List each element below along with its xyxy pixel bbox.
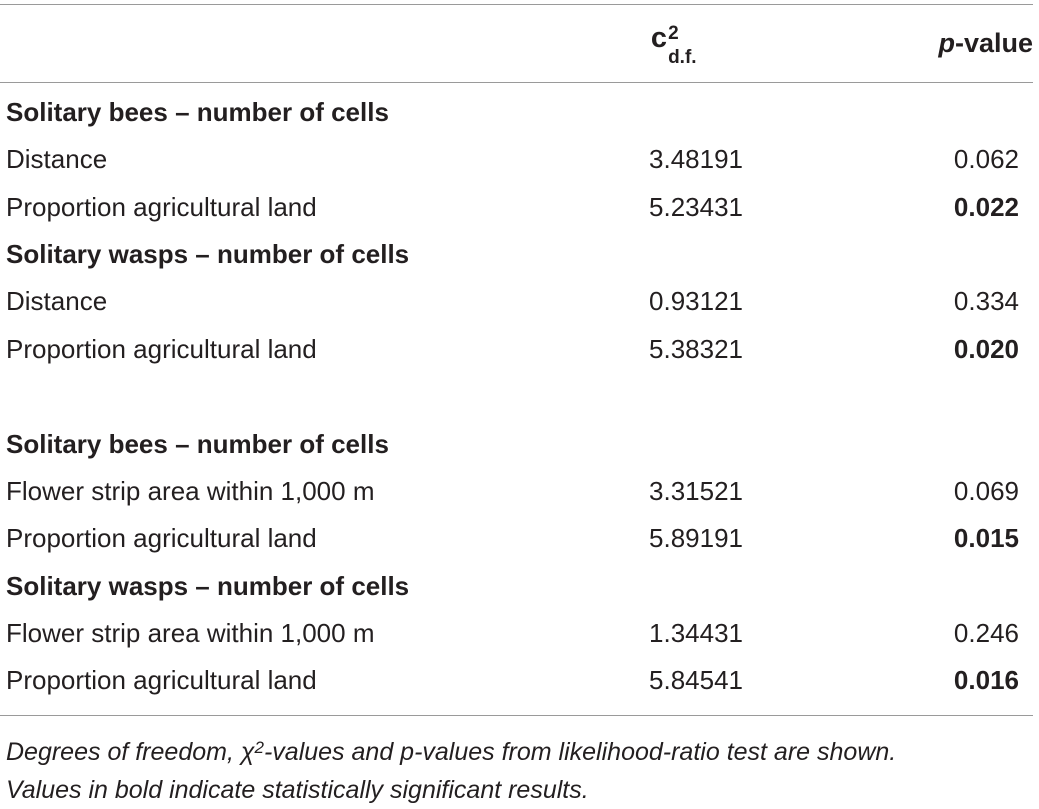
row-label: Flower strip area within 1,000 m xyxy=(6,618,375,648)
footnote-superscript: 2 xyxy=(254,738,264,757)
section-header-row: Solitary bees – number of cells xyxy=(0,92,1039,132)
table-footnote: Degrees of freedom, χ2-values and p-valu… xyxy=(6,733,1036,809)
chi-square-value: 0.93121 xyxy=(649,286,743,316)
row-label: Proportion agricultural land xyxy=(6,665,317,695)
table-row: Flower strip area within 1,000 m 1.34431 0… xyxy=(0,613,1039,653)
table-top-rule xyxy=(0,4,1033,5)
table-row: Proportion agricultural land 5.89191 0.015 xyxy=(0,518,1039,558)
chi-square-value: 1.34431 xyxy=(649,618,743,648)
chi-square-value: 5.84541 xyxy=(649,665,743,695)
column-header-p-value: p-value xyxy=(938,28,1033,78)
p-value: 0.015 xyxy=(953,523,1019,553)
section-label: Solitary bees – number of cells xyxy=(6,429,389,459)
p-value-suffix: -value xyxy=(954,28,1033,58)
chi-square-value: 5.89191 xyxy=(649,523,743,553)
section-label: Solitary wasps – number of cells xyxy=(6,239,410,269)
table-row: Proportion agricultural land 5.84541 0.016 xyxy=(0,660,1039,700)
table-row: Distance 0.93121 0.334 xyxy=(0,281,1039,321)
row-label: Proportion agricultural land xyxy=(6,334,317,364)
chi-square-value: 5.38321 xyxy=(649,334,743,364)
p-value: 0.016 xyxy=(953,665,1019,695)
footnote-text-1: Degrees of freedom, χ xyxy=(6,738,255,766)
section-header-row: Solitary wasps – number of cells xyxy=(0,234,1039,274)
header-bottom-rule xyxy=(0,82,1033,83)
chi-square-value: 3.48191 xyxy=(649,144,743,174)
chi-symbol: c xyxy=(650,22,668,54)
chi-square-value: 5.23431 xyxy=(649,192,743,222)
section-label: Solitary wasps – number of cells xyxy=(6,571,410,601)
p-value: 0.062 xyxy=(953,144,1019,174)
row-label: Distance xyxy=(6,144,108,174)
table-row: Distance 3.48191 0.062 xyxy=(0,139,1039,179)
p-value: 0.069 xyxy=(953,476,1019,506)
table-row: Proportion agricultural land 5.38321 0.020 xyxy=(0,329,1039,369)
section-header-row: Solitary bees – number of cells xyxy=(0,424,1039,464)
p-value: 0.020 xyxy=(953,334,1019,364)
footnote-text-2: -values and p-values from likelihood-rat… xyxy=(263,738,897,766)
chi-square-value: 3.31521 xyxy=(649,476,743,506)
row-label: Proportion agricultural land xyxy=(6,523,317,553)
table-row: Proportion agricultural land 5.23431 0.022 xyxy=(0,187,1039,227)
table-row: Flower strip area within 1,000 m 3.31521 0… xyxy=(0,471,1039,511)
section-header-row: Solitary wasps – number of cells xyxy=(0,566,1039,606)
footnote-text-3: Values in bold indicate statistically si… xyxy=(6,776,589,804)
section-label: Solitary bees – number of cells xyxy=(6,97,389,127)
column-header-chi-square: c 2 d.f. xyxy=(620,22,750,72)
p-value: 0.334 xyxy=(953,286,1019,316)
p-value: 0.246 xyxy=(953,618,1019,648)
p-value: 0.022 xyxy=(953,192,1019,222)
row-label: Distance xyxy=(6,286,108,316)
row-label: Proportion agricultural land xyxy=(6,192,317,222)
chi-superscript: 2 xyxy=(668,23,679,44)
row-label: Flower strip area within 1,000 m xyxy=(6,476,375,506)
p-letter: p xyxy=(938,28,955,58)
chi-subscript: d.f. xyxy=(668,47,697,68)
table-bottom-rule xyxy=(0,715,1033,716)
